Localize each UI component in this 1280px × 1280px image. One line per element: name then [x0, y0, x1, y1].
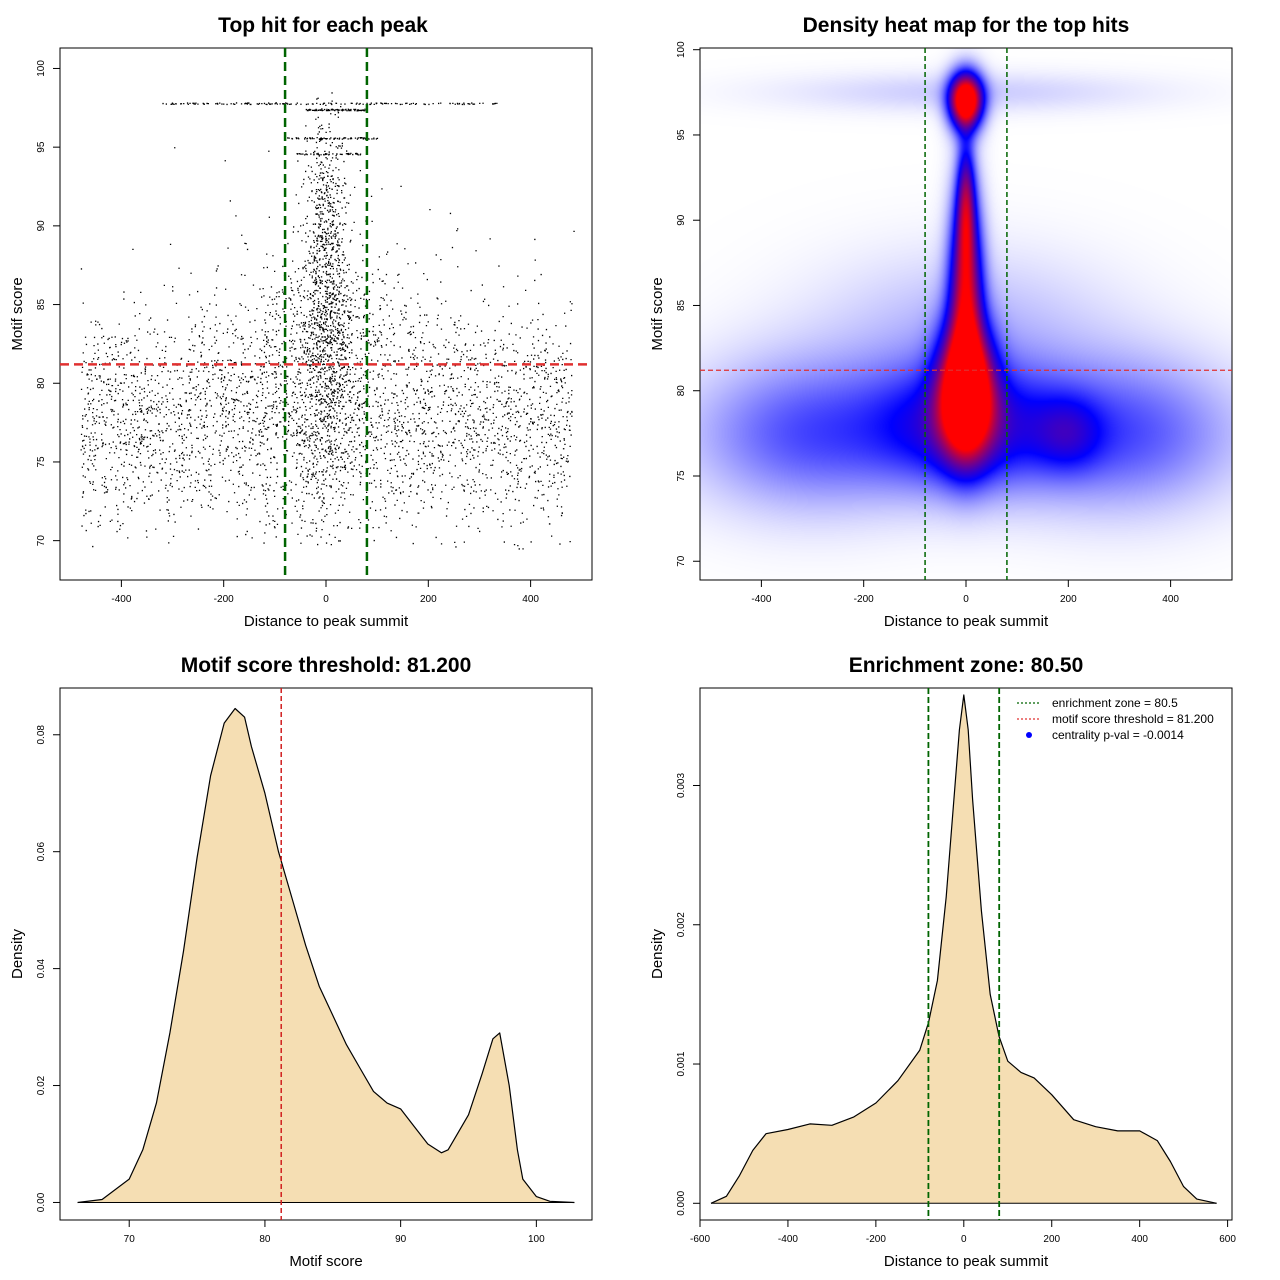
x-tick-label: 0 — [961, 1234, 967, 1245]
density-curve — [710, 694, 1217, 1204]
x-tick-label: 90 — [395, 1234, 407, 1245]
x-tick-label: 600 — [1219, 1234, 1236, 1245]
x-tick-label: 100 — [528, 1234, 545, 1245]
heatmap-panel: Density heat map for the top hits Distan… — [640, 0, 1280, 640]
x-tick-label: -600 — [690, 1234, 710, 1245]
x-tick-label: 400 — [522, 594, 539, 605]
scatter-points — [80, 92, 575, 550]
x-tick-label: -200 — [866, 1234, 886, 1245]
y-tick-label: 0.02 — [36, 1075, 47, 1095]
x-tick-label: 200 — [420, 594, 437, 605]
legend-label-motif-threshold: motif score threshold = 81.200 — [1052, 712, 1214, 726]
x-axis-label: Distance to peak summit — [884, 613, 1049, 630]
x-tick-label: -400 — [778, 1234, 798, 1245]
x-tick-label: -200 — [214, 594, 234, 605]
legend-swatch-centrality — [1026, 732, 1032, 738]
y-tick-label: 0.04 — [36, 958, 47, 978]
y-axis-label: Motif score — [649, 277, 666, 350]
chart-title: Density heat map for the top hits — [803, 14, 1130, 37]
y-tick-label: 0.000 — [676, 1190, 687, 1215]
scatter-panel: Top hit for each peak Distance to peak s… — [0, 0, 640, 640]
x-axis-label: Motif score — [289, 1253, 362, 1270]
x-tick-label: 0 — [963, 594, 969, 605]
y-tick-label: 0.08 — [36, 725, 47, 745]
scatter-plot: Top hit for each peak Distance to peak s… — [9, 14, 593, 630]
legend-label-enrichment-zone: enrichment zone = 80.5 — [1052, 696, 1178, 710]
y-tick-label: 0.002 — [676, 912, 687, 937]
x-tick-label: 400 — [1162, 594, 1179, 605]
x-tick-label: 400 — [1131, 1234, 1148, 1245]
y-tick-label: 70 — [36, 535, 47, 547]
y-tick-label: 95 — [36, 141, 47, 153]
y-tick-label: 80 — [676, 385, 687, 397]
score-density-panel: Motif score threshold: 81.200 Motif scor… — [0, 640, 640, 1280]
y-tick-label: 0.003 — [676, 773, 687, 798]
y-axis-label: Density — [649, 928, 666, 979]
y-axis-label: Motif score — [9, 277, 26, 350]
x-tick-label: 70 — [124, 1234, 136, 1245]
y-tick-label: 70 — [676, 555, 687, 567]
y-tick-label: 0.06 — [36, 842, 47, 862]
y-tick-label: 75 — [676, 470, 687, 482]
y-tick-label: 85 — [676, 299, 687, 311]
y-tick-label: 80 — [36, 377, 47, 389]
density-area — [711, 695, 1217, 1204]
legend-label-centrality: centrality p-val = -0.0014 — [1052, 728, 1184, 742]
x-axis-label: Distance to peak summit — [884, 1253, 1049, 1270]
density-heatmap: Density heat map for the top hits Distan… — [649, 14, 1233, 630]
y-tick-label: 0.001 — [676, 1051, 687, 1076]
y-tick-label: 75 — [36, 456, 47, 468]
x-tick-label: 0 — [323, 594, 329, 605]
density-area — [77, 708, 575, 1203]
y-tick-label: 100 — [676, 41, 687, 58]
x-tick-label: 200 — [1060, 594, 1077, 605]
y-tick-label: 90 — [676, 214, 687, 226]
y-axis-label: Density — [9, 928, 26, 979]
score-density-plot: Motif score threshold: 81.200 Motif scor… — [9, 654, 593, 1270]
y-tick-label: 85 — [36, 299, 47, 311]
heatmap-raster — [700, 48, 1232, 580]
y-tick-label: 90 — [36, 220, 47, 232]
x-tick-label: -400 — [751, 594, 771, 605]
x-tick-label: 80 — [259, 1234, 271, 1245]
y-tick-label: 95 — [676, 129, 687, 141]
chart-title: Enrichment zone: 80.50 — [849, 654, 1084, 677]
x-tick-label: -400 — [111, 594, 131, 605]
heatmap-raster-container — [700, 48, 1232, 580]
y-tick-label: 0.00 — [36, 1192, 47, 1212]
distance-density-panel: Enrichment zone: 80.50 Distance to peak … — [640, 640, 1280, 1280]
chart-title: Top hit for each peak — [218, 14, 428, 37]
density-curve — [77, 707, 575, 1204]
chart-title: Motif score threshold: 81.200 — [181, 654, 472, 677]
x-tick-label: -200 — [854, 594, 874, 605]
x-tick-label: 200 — [1043, 1234, 1060, 1245]
legend: enrichment zone = 80.5 motif score thres… — [1017, 696, 1214, 742]
x-axis-label: Distance to peak summit — [244, 613, 409, 630]
y-tick-label: 100 — [36, 60, 47, 77]
distance-density-plot: Enrichment zone: 80.50 Distance to peak … — [649, 654, 1236, 1270]
